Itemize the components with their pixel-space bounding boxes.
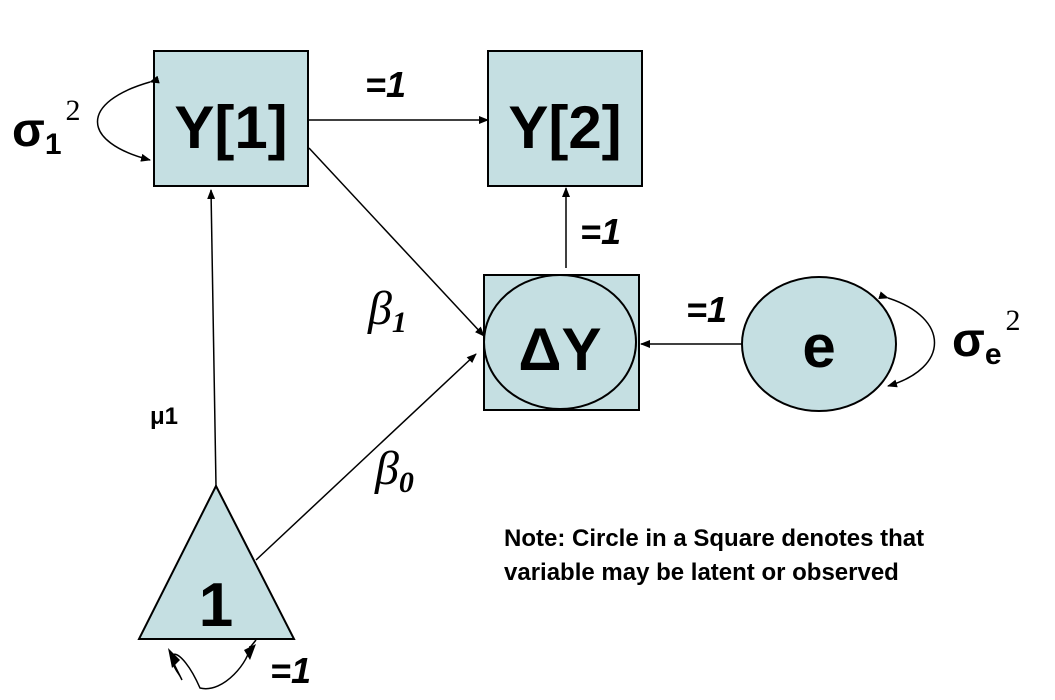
label-mu: μ1 xyxy=(150,403,178,430)
constant-variance-arc-heads xyxy=(173,639,257,681)
constant-triangle xyxy=(137,483,296,640)
sigma1-variance-arc xyxy=(96,75,160,162)
constant-arc-arrowhead-right xyxy=(244,644,256,660)
constant-label: 1 xyxy=(199,571,233,640)
sigmae-variance-arc xyxy=(878,291,936,388)
y1-label: Y[1] xyxy=(174,94,287,161)
note-line-2: variable may be latent or observed xyxy=(504,559,899,586)
note-text: Note: Circle in a Square denotes that va… xyxy=(504,522,924,590)
label-sigmae-squared: σe2 xyxy=(952,304,1021,371)
constant-variance-arc xyxy=(171,645,251,690)
y2-label: Y[2] xyxy=(508,94,621,161)
note-line-1: Note: Circle in a Square denotes that xyxy=(504,525,925,552)
label-sigma1-squared: σ12 xyxy=(12,94,81,161)
label-beta1: β1 xyxy=(367,282,407,339)
label-constant-variance: =1 xyxy=(270,650,311,691)
dy-label: ΔY xyxy=(518,316,601,383)
label-e-to-dy: =1 xyxy=(686,289,727,330)
label-y1-to-y2: =1 xyxy=(365,64,406,105)
e-label: e xyxy=(802,313,835,380)
constant-arc-arrowhead-left xyxy=(168,648,180,668)
label-beta0: β0 xyxy=(374,442,414,499)
y2-box xyxy=(487,50,643,187)
dy-circle xyxy=(483,274,637,410)
label-dy-to-y2: =1 xyxy=(580,211,621,252)
y1-box xyxy=(153,50,309,187)
arrow-one-to-dy xyxy=(255,353,477,561)
arrow-one-to-y1 xyxy=(207,189,217,487)
arrow-y1-to-dy xyxy=(308,147,485,337)
